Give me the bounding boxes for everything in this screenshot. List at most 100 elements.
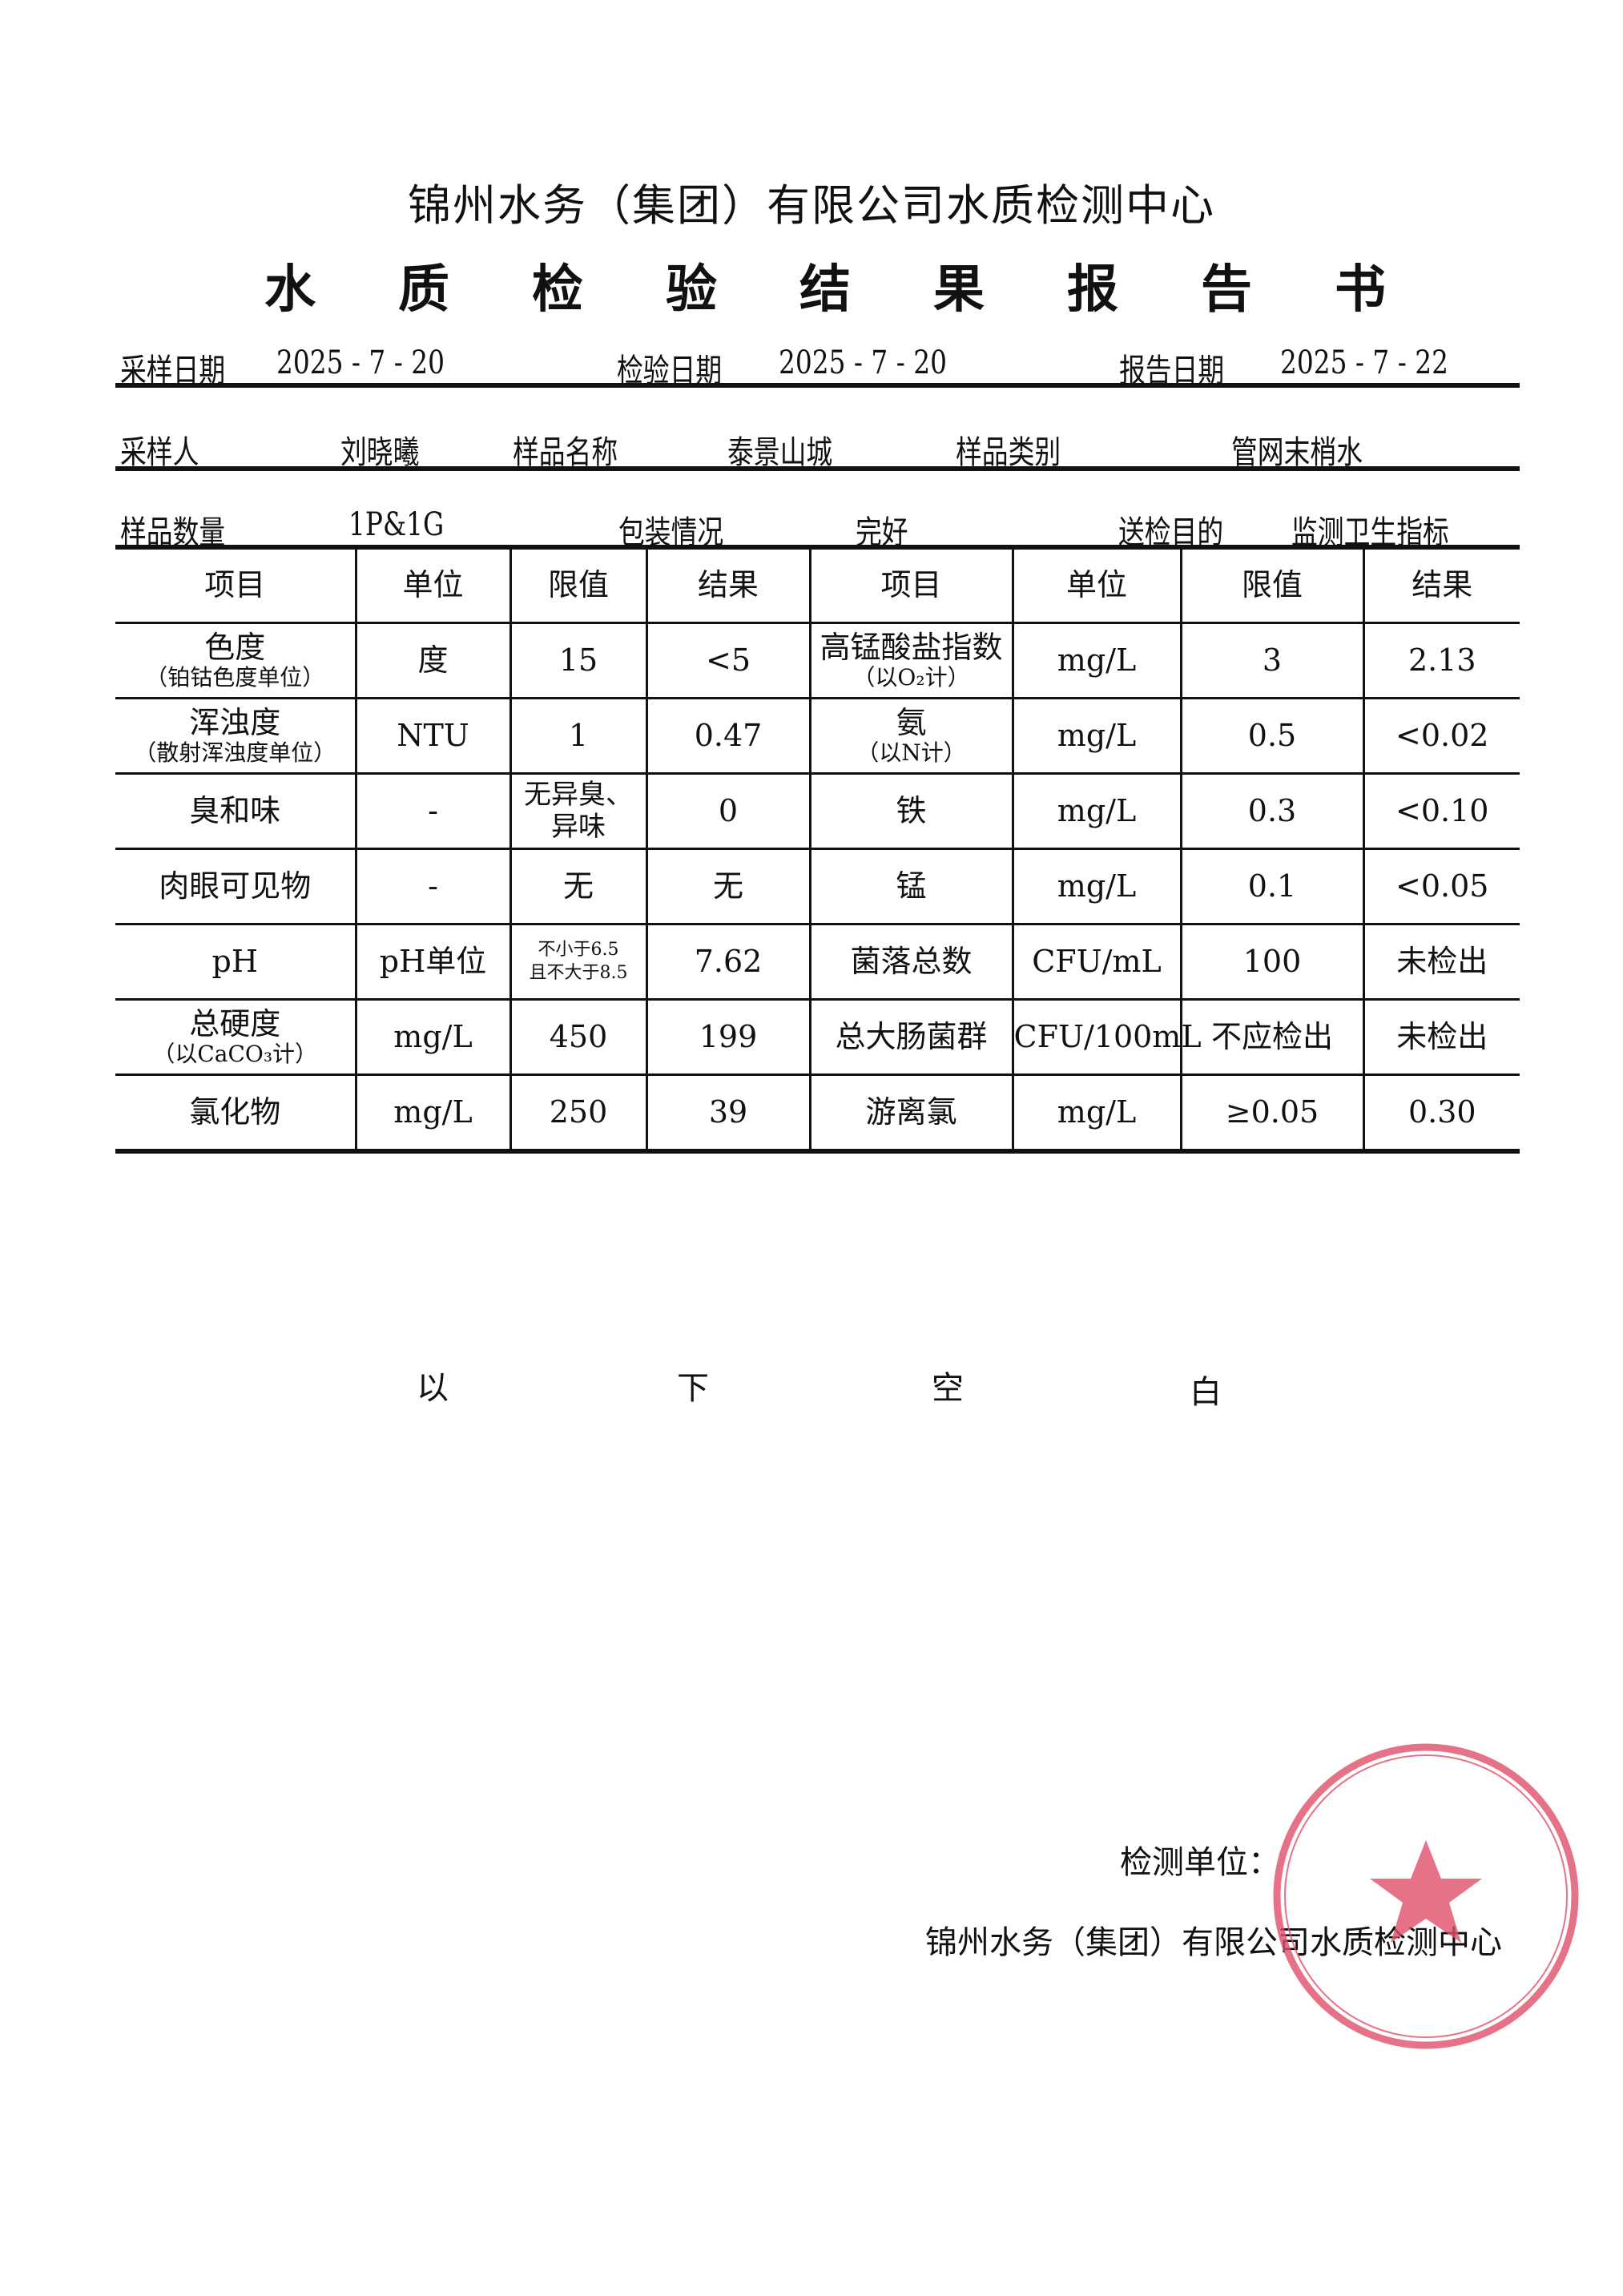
table-cell: mg/L — [1011, 622, 1182, 699]
cell-text: 39 — [708, 1094, 748, 1130]
cell-text: 氨 — [896, 704, 927, 740]
table-cell: <0.10 — [1362, 772, 1520, 850]
cell-text: 无 — [712, 868, 743, 904]
column-header: 限值 — [509, 549, 648, 624]
cell-text: CFU/100mL — [1013, 1018, 1202, 1054]
cell-subtext: （铂钴色度单位） — [145, 664, 325, 691]
title-char: 报 — [1067, 260, 1118, 320]
cell-subtext: （散射浑浊度单位） — [134, 739, 336, 767]
sample-type-label: 样品类别 — [956, 434, 1061, 471]
cell-text: 7.62 — [694, 943, 763, 979]
table-cell: 0 — [645, 772, 812, 850]
table-cell: 7.62 — [645, 923, 812, 1001]
cell-text: 450 — [549, 1018, 608, 1054]
cell-text: pH单位 — [379, 943, 487, 979]
cell-text: 铁 — [896, 792, 927, 828]
cell-text: 不应检出 — [1210, 1018, 1333, 1054]
blank-note-char: 下 — [677, 1370, 709, 1407]
table-row: 总硬度 （以CaCO₃计） mg/L 450 199 总大肠菌群 CFU/100mL 不应检出… — [115, 998, 1520, 1076]
title-char: 书 — [1335, 260, 1386, 320]
cell-text: 菌落总数 — [850, 943, 973, 979]
column-header: 项目 — [115, 549, 357, 624]
cell-text: 浑浊度 — [189, 704, 281, 740]
cell-text: 15 — [558, 642, 598, 678]
table-cell: 无 — [509, 848, 648, 925]
table-cell: 39 — [645, 1073, 812, 1154]
quantity: 1P&1G — [348, 506, 445, 543]
cell-text: ≥0.05 — [1225, 1094, 1319, 1130]
table-cell: 菌落总数 — [808, 923, 1014, 1001]
table-cell: 100 — [1179, 923, 1365, 1001]
title-char: 水 — [264, 260, 316, 320]
table-cell: 0.1 — [1179, 848, 1365, 925]
cell-text: 3 — [1262, 642, 1283, 678]
table-cell: CFU/100mL — [1011, 998, 1202, 1076]
stamp-inner-ring — [1284, 1754, 1568, 2038]
table-cell: 2.13 — [1362, 622, 1520, 699]
cell-text: 不小于6.5 — [538, 939, 619, 960]
cell-text: 总硬度 — [189, 1005, 281, 1041]
table-cell: mg/L — [354, 998, 512, 1076]
table-cell: mg/L — [1011, 697, 1182, 775]
cell-text: mg/L — [393, 1094, 473, 1130]
blank-note-char: 空 — [932, 1370, 964, 1407]
table-cell: mg/L — [354, 1073, 512, 1154]
title-char: 验 — [666, 260, 717, 320]
cell-text: 0.3 — [1247, 792, 1297, 828]
table-cell: mg/L — [1011, 772, 1182, 850]
testing-unit-label: 检测单位： — [1120, 1844, 1280, 1881]
cell-text: pH — [211, 943, 258, 979]
cell-text: NTU — [397, 717, 469, 753]
column-header: 结果 — [645, 549, 812, 624]
table-cell: 3 — [1179, 622, 1365, 699]
organization-title: 锦州水务（集团）有限公司水质检测中心 — [408, 180, 1215, 231]
cell-text: 1 — [568, 717, 589, 753]
table-cell: 199 — [645, 998, 812, 1076]
cell-text: <0.05 — [1395, 868, 1489, 904]
cell-text: - — [428, 868, 438, 904]
table-cell: <0.05 — [1362, 848, 1520, 925]
table-cell: 0.47 — [645, 697, 812, 775]
cell-text: 0.1 — [1247, 868, 1297, 904]
table-cell: mg/L — [1011, 1073, 1182, 1154]
cell-text: 0.30 — [1408, 1094, 1476, 1130]
column-header: 单位 — [1011, 549, 1182, 624]
table-row: 肉眼可见物 - 无 无 锰 mg/L 0.1 <0.05 — [115, 848, 1520, 925]
table-cell: NTU — [354, 697, 512, 775]
cell-text: 未检出 — [1396, 1018, 1488, 1054]
sampling-date: 2025 - 7 - 20 — [276, 344, 445, 381]
table-cell: - — [354, 848, 512, 925]
cell-subtext: （以N计） — [856, 739, 966, 767]
cell-text: CFU/mL — [1032, 943, 1162, 979]
blank-note-char: 白 — [1190, 1374, 1222, 1411]
table-cell: 未检出 — [1362, 923, 1520, 1001]
table-cell: <5 — [645, 622, 812, 699]
table-row: 浑浊度 （散射浑浊度单位） NTU 1 0.47 氨（以N计） mg/L 0.5 <0.02 — [115, 697, 1520, 775]
cell-text: 臭和味 — [189, 792, 281, 828]
cell-text: 色度 — [204, 629, 266, 665]
cell-text: mg/L — [1057, 717, 1137, 753]
cell-subtext: （以O₂计） — [852, 664, 970, 691]
test-date: 2025 - 7 - 20 — [779, 344, 947, 381]
cell-text: 100 — [1242, 943, 1302, 979]
table-cell: 15 — [509, 622, 648, 699]
table-cell: 游离氯 — [808, 1073, 1014, 1154]
sampler: 刘晓曦 — [340, 434, 420, 471]
cell-text: <0.02 — [1395, 717, 1489, 753]
divider — [115, 545, 1520, 550]
cell-text: 锰 — [896, 868, 927, 904]
table-cell: 不应检出 — [1179, 998, 1365, 1076]
title-char: 告 — [1201, 260, 1252, 320]
cell-subtext: （以CaCO₃计） — [152, 1041, 318, 1068]
cell-text: <5 — [705, 642, 751, 678]
cell-text: 250 — [549, 1094, 608, 1130]
cell-text: 游离氯 — [865, 1094, 957, 1130]
table-cell: 氯化物 — [115, 1073, 357, 1154]
cell-text: 高锰酸盐指数 — [820, 629, 1003, 665]
blank-note-char: 以 — [417, 1370, 449, 1407]
table-cell: CFU/mL — [1011, 923, 1182, 1001]
cell-text: - — [428, 792, 438, 828]
table-cell: 氨（以N计） — [808, 697, 1014, 775]
table-cell: 不小于6.5 且不大于8.5 — [509, 923, 648, 1001]
cell-text: 0 — [718, 792, 739, 828]
